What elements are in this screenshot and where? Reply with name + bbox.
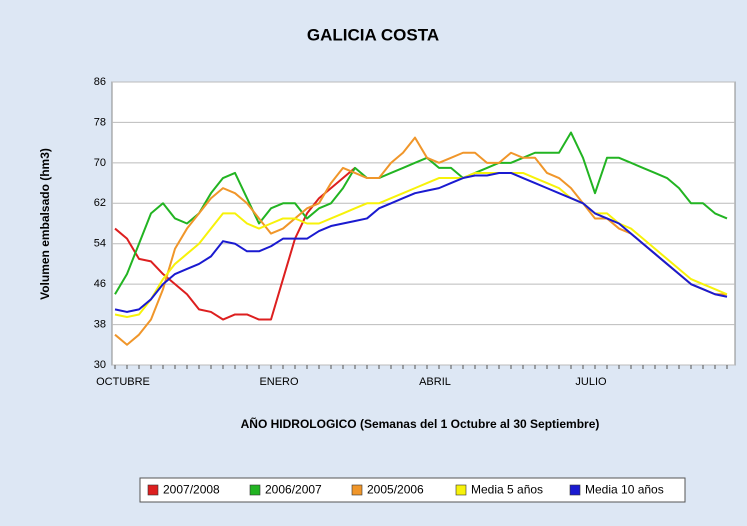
legend-label: Media 10 años xyxy=(585,483,664,497)
legend-label: 2006/2007 xyxy=(265,483,322,497)
series-line xyxy=(114,171,728,318)
plot-area xyxy=(111,81,736,366)
legend-label: Media 5 años xyxy=(471,483,543,497)
x-tick-label: JULIO xyxy=(575,376,607,388)
y-tick-label: 38 xyxy=(94,318,106,330)
legend-swatch xyxy=(569,484,581,496)
legend xyxy=(139,477,686,503)
y-tick-label: 86 xyxy=(94,76,106,88)
series-line xyxy=(114,136,727,346)
series-line xyxy=(114,131,728,295)
y-tick-label: 62 xyxy=(94,197,106,209)
series-line xyxy=(114,167,356,321)
legend-swatch xyxy=(351,484,363,496)
legend-swatch xyxy=(249,484,261,496)
legend-label: 2005/2006 xyxy=(367,483,424,497)
y-tick-label: 70 xyxy=(94,157,106,169)
y-axis-label: Volumen embalsado (hm3) xyxy=(38,148,52,300)
legend-swatch xyxy=(147,484,159,496)
x-tick-label: ENERO xyxy=(259,376,299,388)
chart-title: GALICIA COSTA xyxy=(307,25,439,44)
series-line xyxy=(114,171,728,313)
y-tick-label: 46 xyxy=(94,278,106,290)
legend-swatch xyxy=(455,484,467,496)
y-tick-label: 30 xyxy=(94,359,106,371)
x-tick-label: OCTUBRE xyxy=(96,376,150,388)
y-tick-label: 78 xyxy=(94,116,106,128)
y-tick-label: 54 xyxy=(94,238,106,250)
x-axis-label: AÑO HIDROLOGICO (Semanas del 1 Octubre a… xyxy=(241,416,600,431)
legend-label: 2007/2008 xyxy=(163,483,220,497)
x-tick-label: ABRIL xyxy=(419,376,451,388)
